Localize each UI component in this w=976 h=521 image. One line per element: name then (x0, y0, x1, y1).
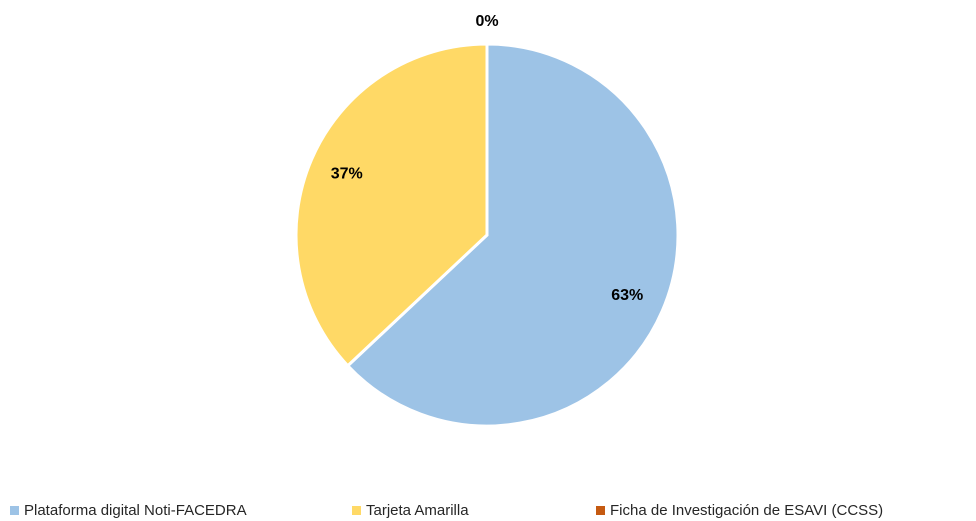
legend-swatch (596, 506, 605, 515)
legend-swatch (352, 506, 361, 515)
pie-slice (346, 42, 680, 428)
legend: Plataforma digital Noti-FACEDRA Tarjeta A… (10, 502, 883, 519)
pie-slice (294, 42, 489, 368)
data-label: 63% (611, 287, 643, 304)
legend-swatch (10, 506, 19, 515)
legend-label: Plataforma digital Noti-FACEDRA (24, 502, 247, 519)
legend-label: Ficha de Investigación de ESAVI (CCSS) (610, 502, 883, 519)
legend-label: Tarjeta Amarilla (366, 502, 469, 519)
data-label: 0% (475, 13, 498, 30)
pie (294, 42, 680, 428)
data-labels: 63% 37% 0% (331, 13, 643, 304)
data-label: 37% (331, 166, 363, 183)
